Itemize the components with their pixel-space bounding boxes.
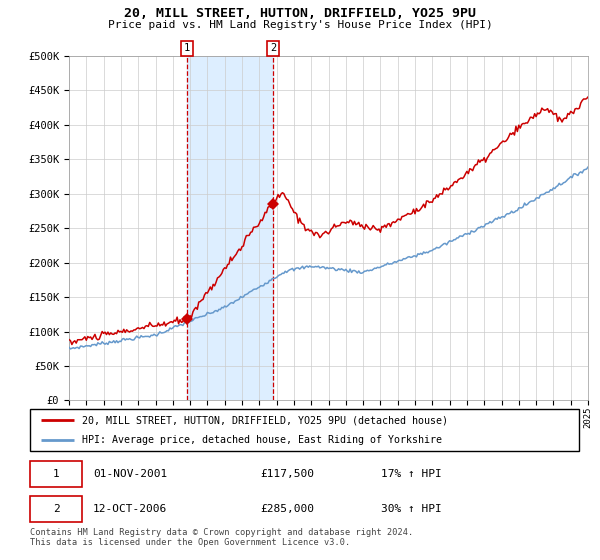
Text: 30% ↑ HPI: 30% ↑ HPI [382, 503, 442, 514]
FancyBboxPatch shape [30, 461, 82, 487]
Text: Price paid vs. HM Land Registry's House Price Index (HPI): Price paid vs. HM Land Registry's House … [107, 20, 493, 30]
Text: 2: 2 [270, 43, 276, 53]
Text: 1: 1 [184, 43, 190, 53]
Text: 20, MILL STREET, HUTTON, DRIFFIELD, YO25 9PU: 20, MILL STREET, HUTTON, DRIFFIELD, YO25… [124, 7, 476, 20]
Bar [187, 56, 273, 400]
Text: 17% ↑ HPI: 17% ↑ HPI [382, 469, 442, 479]
FancyBboxPatch shape [30, 496, 82, 521]
Text: 1: 1 [53, 469, 59, 479]
Text: Contains HM Land Registry data © Crown copyright and database right 2024.
This d: Contains HM Land Registry data © Crown c… [30, 528, 413, 547]
Text: 12-OCT-2006: 12-OCT-2006 [93, 503, 167, 514]
Text: 20, MILL STREET, HUTTON, DRIFFIELD, YO25 9PU (detached house): 20, MILL STREET, HUTTON, DRIFFIELD, YO25… [82, 415, 448, 425]
Text: HPI: Average price, detached house, East Riding of Yorkshire: HPI: Average price, detached house, East… [82, 435, 442, 445]
Text: £117,500: £117,500 [260, 469, 314, 479]
Text: 2: 2 [53, 503, 59, 514]
FancyBboxPatch shape [30, 409, 579, 451]
Text: 01-NOV-2001: 01-NOV-2001 [93, 469, 167, 479]
Text: £285,000: £285,000 [260, 503, 314, 514]
